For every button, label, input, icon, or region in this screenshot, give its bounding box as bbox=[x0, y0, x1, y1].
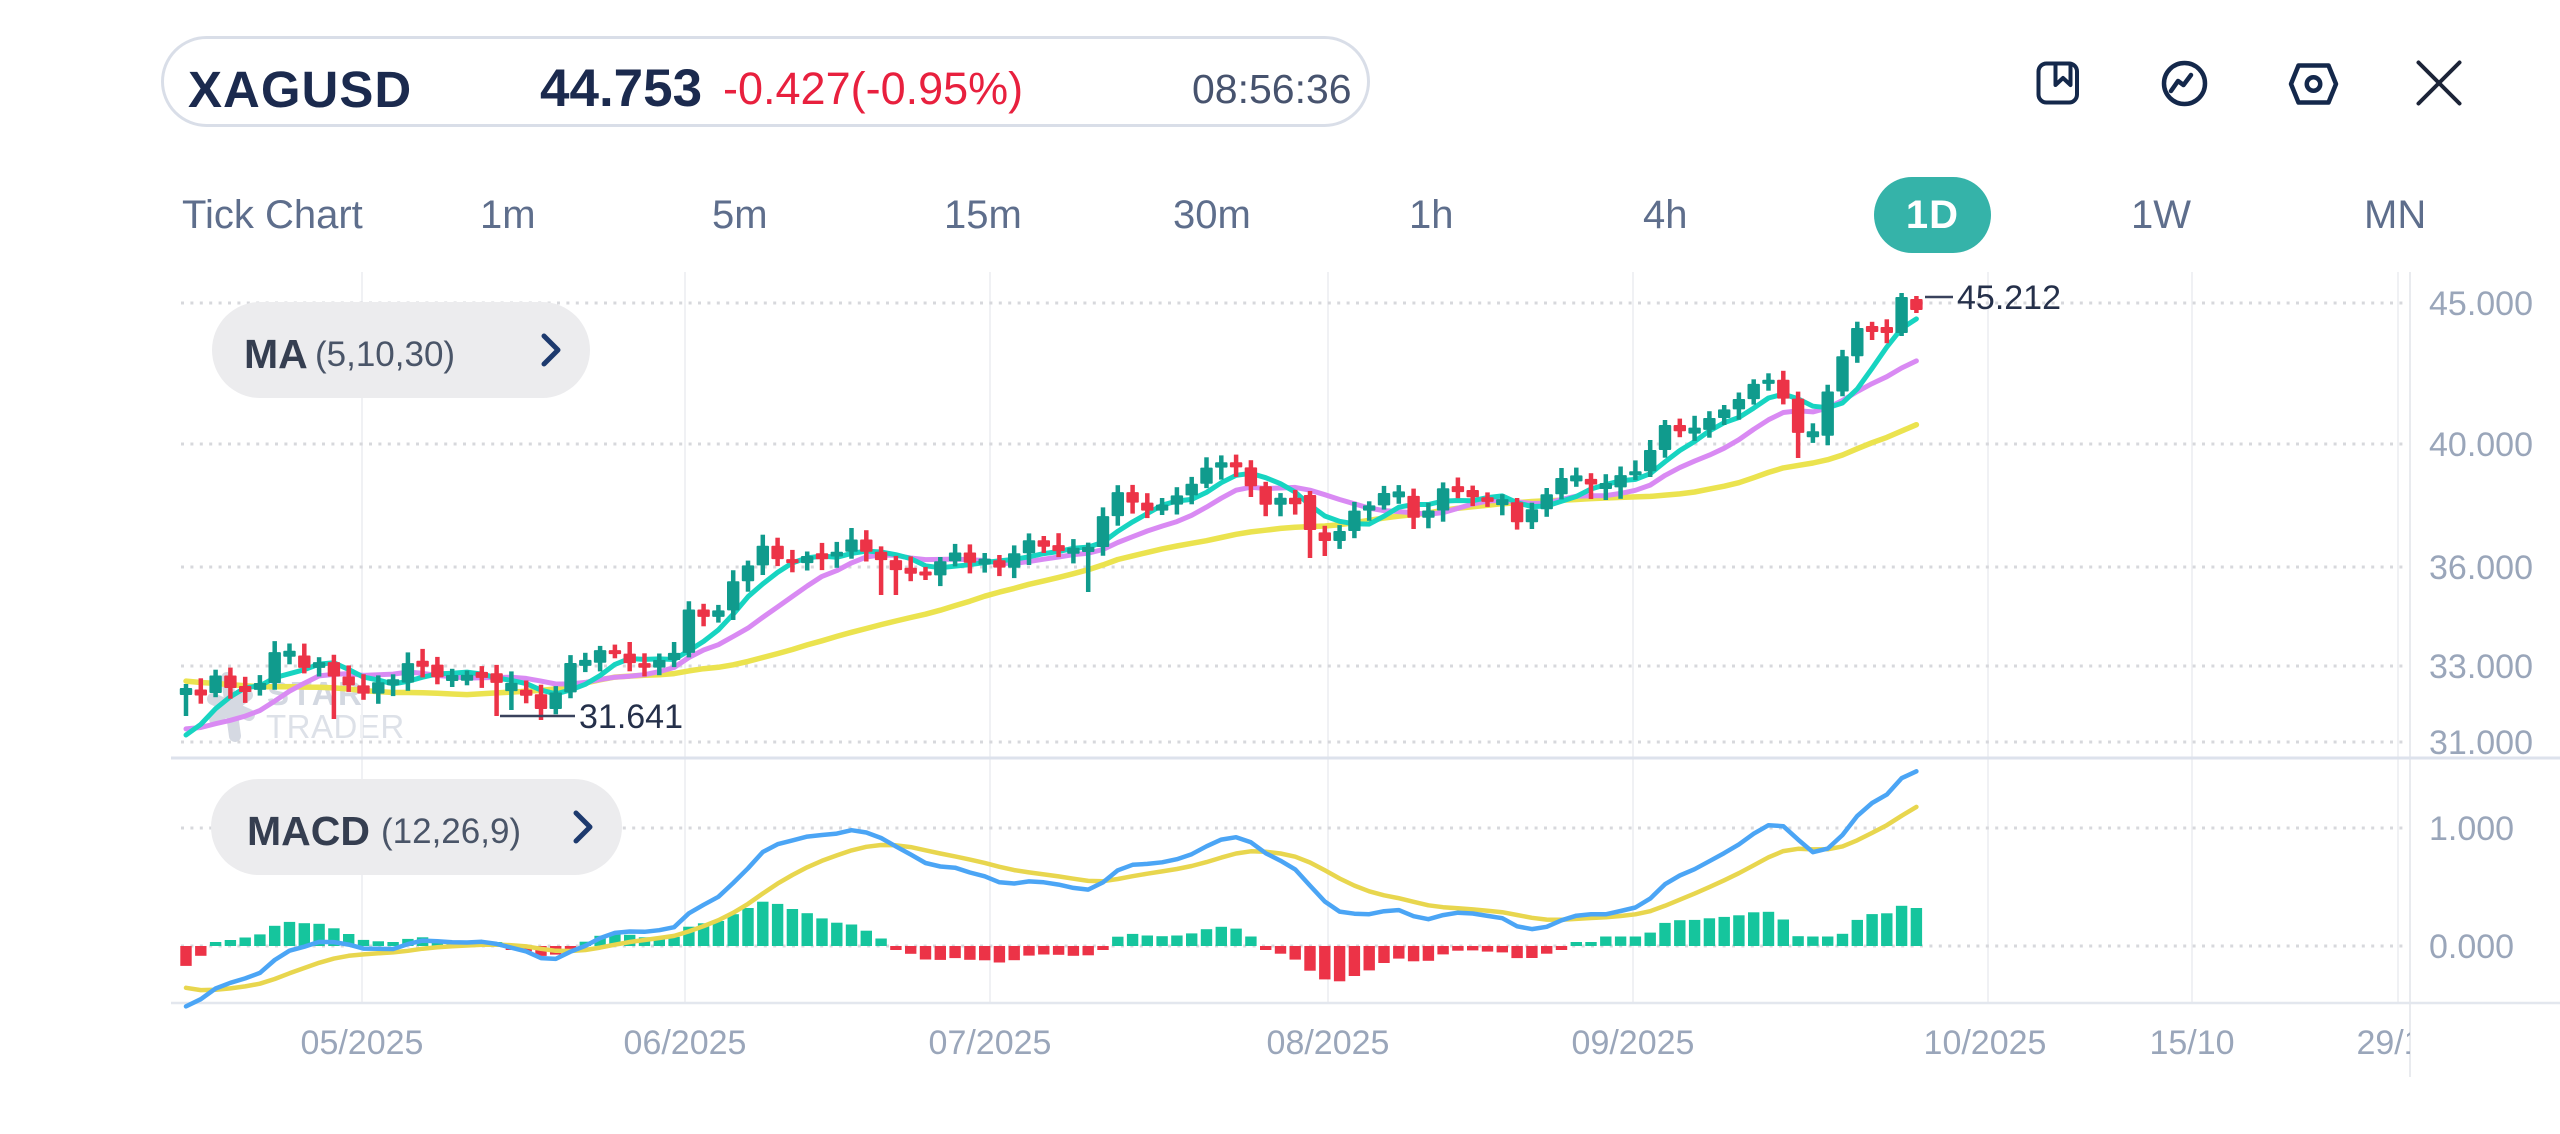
svg-text:07/2025: 07/2025 bbox=[929, 1024, 1052, 1062]
svg-text:10/2025: 10/2025 bbox=[1924, 1024, 2047, 1062]
svg-text:45.000: 45.000 bbox=[2429, 285, 2533, 323]
svg-text:0.000: 0.000 bbox=[2429, 928, 2514, 966]
svg-text:08/2025: 08/2025 bbox=[1267, 1024, 1390, 1062]
svg-text:33.000: 33.000 bbox=[2429, 648, 2533, 686]
svg-text:40.000: 40.000 bbox=[2429, 426, 2533, 464]
svg-text:36.000: 36.000 bbox=[2429, 549, 2533, 587]
svg-text:31.000: 31.000 bbox=[2429, 724, 2533, 762]
svg-text:29/10: 29/10 bbox=[2356, 1024, 2441, 1062]
svg-text:06/2025: 06/2025 bbox=[624, 1024, 747, 1062]
svg-text:15/10: 15/10 bbox=[2149, 1024, 2234, 1062]
svg-text:31.641: 31.641 bbox=[579, 698, 683, 736]
svg-text:1.000: 1.000 bbox=[2429, 810, 2514, 848]
svg-text:05/2025: 05/2025 bbox=[301, 1024, 424, 1062]
svg-text:45.212: 45.212 bbox=[1957, 279, 2061, 317]
svg-text:09/2025: 09/2025 bbox=[1572, 1024, 1695, 1062]
